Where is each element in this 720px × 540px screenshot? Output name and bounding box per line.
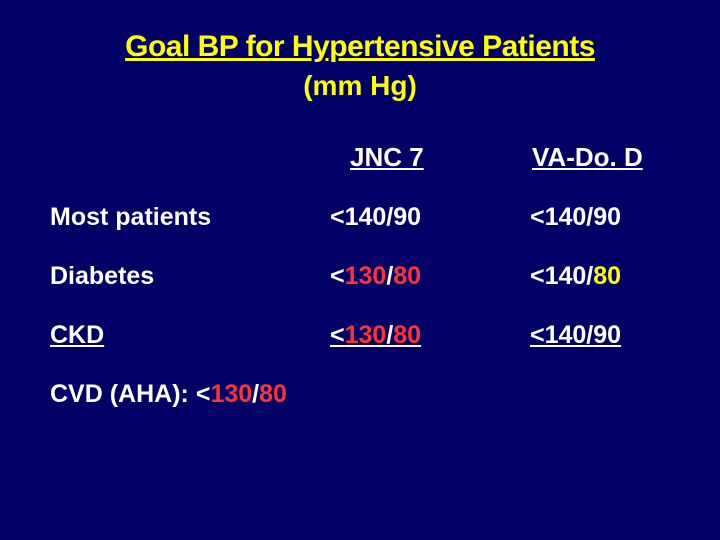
cell-vadod: <140/90 (520, 321, 670, 350)
table-header-row: JNC 7 VA-Do. D (50, 142, 670, 173)
table-row: Most patients <140/90 <140/90 (50, 203, 670, 232)
header-vadod: VA-Do. D (520, 142, 670, 173)
cell-jnc7: <130/80 (330, 262, 520, 291)
header-jnc7: JNC 7 (330, 142, 520, 173)
table-row: CKD <130/80 <140/90 (50, 321, 670, 350)
slide-title: Goal BP for Hypertensive Patients (40, 30, 680, 64)
cell-jnc7: <140/90 (330, 203, 520, 232)
header-empty (50, 142, 330, 173)
row-label: CKD (50, 321, 330, 350)
slide-subtitle: (mm Hg) (40, 70, 680, 102)
footnote: CVD (AHA): <130/80 (40, 380, 680, 409)
row-label: Most patients (50, 203, 330, 232)
cell-jnc7: <130/80 (330, 321, 520, 350)
table-row: Diabetes <130/80 <140/80 (50, 262, 670, 291)
comparison-table: JNC 7 VA-Do. D Most patients <140/90 <14… (40, 142, 680, 350)
cell-vadod: <140/80 (520, 262, 670, 291)
row-label: Diabetes (50, 262, 330, 291)
cell-vadod: <140/90 (520, 203, 670, 232)
